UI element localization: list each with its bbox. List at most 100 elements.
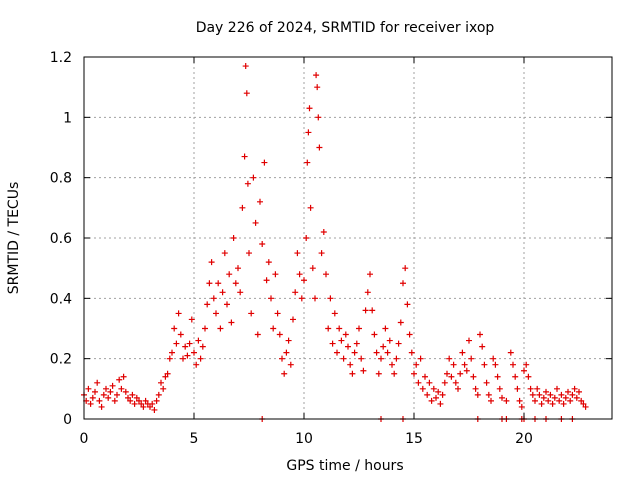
data-point <box>217 325 224 332</box>
data-point <box>224 301 230 308</box>
data-point <box>215 280 222 287</box>
data-point <box>532 397 538 404</box>
data-point <box>226 271 233 278</box>
data-point <box>210 295 217 302</box>
data-point <box>268 295 274 302</box>
data-point <box>540 394 547 401</box>
data-point <box>259 241 266 248</box>
data-point <box>142 397 149 404</box>
data-point <box>270 325 277 332</box>
data-point <box>512 373 519 380</box>
data-point <box>158 379 164 386</box>
data-point <box>329 340 336 347</box>
data-point <box>294 250 301 257</box>
data-point <box>242 63 249 70</box>
data-point <box>318 250 325 257</box>
data-point <box>197 355 204 362</box>
data-point <box>477 331 483 338</box>
data-point <box>151 406 158 413</box>
data-point <box>285 337 292 344</box>
data-point <box>171 325 178 332</box>
data-point <box>463 367 470 374</box>
data-point <box>307 204 314 211</box>
data-point <box>127 397 134 404</box>
data-point <box>419 385 426 392</box>
data-point <box>147 403 153 410</box>
data-point <box>263 277 270 284</box>
data-point <box>283 349 290 356</box>
data-point <box>323 271 329 278</box>
data-point <box>175 310 182 317</box>
data-point <box>516 397 523 404</box>
data-point <box>129 391 136 398</box>
data-point <box>92 388 98 395</box>
data-point <box>375 370 382 377</box>
data-point <box>380 343 387 350</box>
data-point <box>415 379 422 386</box>
data-point <box>315 114 322 121</box>
y-tick-label: 0 <box>63 412 72 428</box>
data-point <box>85 385 92 392</box>
data-point <box>347 361 354 368</box>
data-point <box>472 385 479 392</box>
data-point <box>195 337 202 344</box>
data-point <box>312 295 318 302</box>
data-point <box>481 361 488 368</box>
data-point <box>349 370 356 377</box>
x-tick-label: 20 <box>515 431 533 447</box>
data-point <box>191 349 197 356</box>
data-point <box>525 373 532 380</box>
x-tick-label: 0 <box>80 431 89 447</box>
data-point <box>292 289 299 296</box>
data-point <box>580 400 587 407</box>
data-point <box>413 361 420 368</box>
data-point <box>384 349 391 356</box>
data-point <box>538 400 545 407</box>
data-point <box>309 265 316 272</box>
data-point <box>485 391 492 398</box>
data-point <box>105 394 112 401</box>
data-point <box>131 400 138 407</box>
data-point <box>571 385 578 392</box>
data-point <box>382 325 389 332</box>
data-point <box>479 343 486 350</box>
data-point <box>428 397 435 404</box>
data-point <box>208 259 215 266</box>
data-point <box>360 367 367 374</box>
data-point <box>457 370 464 377</box>
data-point <box>274 310 281 317</box>
data-point <box>325 325 332 332</box>
data-point <box>94 379 101 386</box>
data-point <box>235 265 241 272</box>
data-point <box>426 379 433 386</box>
data-point <box>304 159 311 166</box>
data-point <box>547 391 554 398</box>
data-point <box>103 385 109 392</box>
data-point <box>527 385 534 392</box>
data-point <box>314 84 321 91</box>
data-point <box>393 355 400 362</box>
data-point <box>244 180 251 187</box>
data-point <box>213 310 219 317</box>
data-point <box>483 379 490 386</box>
data-point <box>408 349 415 356</box>
data-point <box>567 397 574 404</box>
data-point <box>444 370 450 377</box>
data-point <box>510 361 516 368</box>
data-point <box>122 388 129 395</box>
data-point <box>301 277 307 284</box>
data-point <box>155 391 162 398</box>
data-point <box>334 349 340 356</box>
data-point <box>499 394 505 401</box>
data-point <box>221 250 228 257</box>
y-axis-label: SRMTID / TECUs <box>6 182 22 295</box>
chart-title: Day 226 of 2024, SRMTID for receiver ixo… <box>196 20 495 36</box>
data-point <box>356 325 362 332</box>
data-point <box>518 403 525 410</box>
data-point <box>261 159 268 166</box>
data-point <box>164 370 171 377</box>
data-point <box>576 388 582 395</box>
data-point <box>411 370 417 377</box>
data-point <box>494 373 501 380</box>
y-tick-label: 1 <box>63 110 72 126</box>
